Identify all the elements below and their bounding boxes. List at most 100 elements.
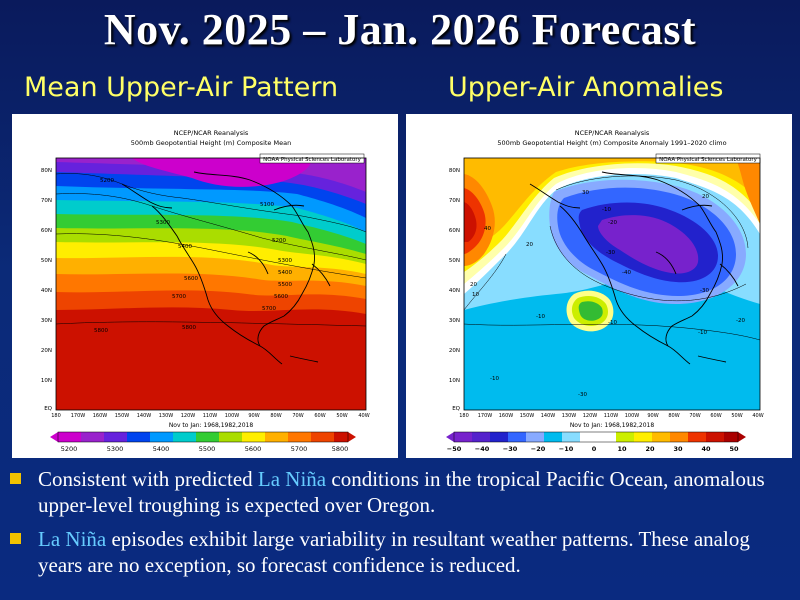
svg-text:40N: 40N <box>449 288 460 294</box>
svg-text:60N: 60N <box>41 228 52 234</box>
svg-text:140W: 140W <box>137 413 152 419</box>
svg-text:−30: −30 <box>503 445 518 453</box>
svg-text:40W: 40W <box>752 413 763 419</box>
coastline <box>121 171 331 365</box>
svg-text:-20: -20 <box>608 220 617 226</box>
svg-text:30N: 30N <box>449 318 460 324</box>
svg-text:−50: −50 <box>447 445 462 453</box>
lab-label: NOAA Physical Sciences Laboratory <box>263 157 362 163</box>
svg-text:110W: 110W <box>203 413 218 419</box>
map-footer: Nov to Jan: 1968,1982,2018 <box>169 422 254 429</box>
svg-text:5100: 5100 <box>260 202 274 208</box>
svg-text:5600: 5600 <box>274 294 288 300</box>
bullet-text: Consistent with predicted <box>38 467 258 491</box>
svg-text:5600: 5600 <box>184 276 198 282</box>
svg-text:−20: −20 <box>531 445 546 453</box>
svg-text:5400: 5400 <box>153 445 170 453</box>
svg-text:-20: -20 <box>736 318 745 324</box>
longitude-labels: 180 170W 160W 150W 140W 130W 120W 110W 1… <box>459 413 763 419</box>
svg-text:5700: 5700 <box>291 445 308 453</box>
svg-text:5700: 5700 <box>262 306 276 312</box>
svg-text:EQ: EQ <box>44 406 52 412</box>
svg-text:−40: −40 <box>475 445 490 453</box>
svg-text:20: 20 <box>645 445 655 453</box>
svg-text:140W: 140W <box>541 413 556 419</box>
anomaly-height-map: NCEP/NCAR Reanalysis 500mb Geopotential … <box>406 114 792 458</box>
la-nina-highlight: La Niña <box>38 527 107 551</box>
svg-text:90W: 90W <box>248 413 259 419</box>
svg-text:120W: 120W <box>181 413 196 419</box>
svg-text:60W: 60W <box>314 413 325 419</box>
svg-text:5500: 5500 <box>278 282 292 288</box>
coastline <box>529 171 739 365</box>
svg-text:-40: -40 <box>622 270 631 276</box>
contour-labels: 30 20 -10 -20 -30 -40 -30 -20 -10 20 10 … <box>470 190 745 398</box>
svg-text:50: 50 <box>729 445 739 453</box>
svg-text:5600: 5600 <box>245 445 262 453</box>
svg-text:180: 180 <box>459 413 469 419</box>
svg-text:40N: 40N <box>41 288 52 294</box>
svg-text:50N: 50N <box>41 258 52 264</box>
svg-text:180: 180 <box>51 413 61 419</box>
svg-text:10N: 10N <box>41 378 52 384</box>
svg-text:10: 10 <box>617 445 627 453</box>
svg-text:10: 10 <box>472 292 479 298</box>
svg-text:-10: -10 <box>490 376 499 382</box>
svg-text:10N: 10N <box>449 378 460 384</box>
latitude-labels: 80N 70N 60N 50N 40N 30N 20N 10N EQ <box>449 168 461 412</box>
svg-text:60W: 60W <box>710 413 721 419</box>
svg-text:80W: 80W <box>270 413 281 419</box>
svg-text:5300: 5300 <box>278 258 292 264</box>
svg-text:5200: 5200 <box>272 238 286 244</box>
svg-text:-10: -10 <box>536 314 545 320</box>
svg-text:-10: -10 <box>602 207 611 213</box>
svg-text:5400: 5400 <box>278 270 292 276</box>
svg-text:-30: -30 <box>700 288 709 294</box>
svg-text:130W: 130W <box>562 413 577 419</box>
height-color-bands <box>56 158 366 410</box>
svg-text:150W: 150W <box>520 413 535 419</box>
svg-text:20: 20 <box>470 282 477 288</box>
svg-text:5800: 5800 <box>182 325 196 331</box>
map-footer: Nov to Jan: 1968,1982,2018 <box>570 422 655 429</box>
svg-text:30: 30 <box>673 445 683 453</box>
svg-text:5400: 5400 <box>178 244 192 250</box>
svg-text:-10: -10 <box>608 320 617 326</box>
svg-text:20N: 20N <box>449 348 460 354</box>
map-header-line1: NCEP/NCAR Reanalysis <box>575 129 650 137</box>
svg-text:5300: 5300 <box>107 445 124 453</box>
svg-text:120W: 120W <box>583 413 598 419</box>
svg-text:90W: 90W <box>647 413 658 419</box>
svg-text:30N: 30N <box>41 318 52 324</box>
svg-text:5200: 5200 <box>100 178 114 184</box>
svg-text:100W: 100W <box>225 413 240 419</box>
la-nina-highlight: La Niña <box>257 467 327 491</box>
svg-text:70W: 70W <box>689 413 700 419</box>
svg-text:160W: 160W <box>93 413 108 419</box>
svg-text:80N: 80N <box>41 168 52 174</box>
svg-text:5800: 5800 <box>94 328 108 334</box>
map-header-line1: NCEP/NCAR Reanalysis <box>174 129 249 137</box>
map-header-line2: 500mb Geopotential Height (m) Composite … <box>497 139 726 147</box>
svg-text:80W: 80W <box>668 413 679 419</box>
anomaly-color-bands <box>464 158 760 410</box>
slide-title: Nov. 2025 – Jan. 2026 Forecast <box>103 5 697 54</box>
colorbar-labels: 5200 5300 5400 5500 5600 5700 5800 <box>61 445 349 453</box>
svg-text:160W: 160W <box>499 413 514 419</box>
lab-label: NOAA Physical Sciences Laboratory <box>659 157 758 163</box>
svg-text:−10: −10 <box>559 445 574 453</box>
bullet-text-continued: conditions in the tropical Pacific Ocean… <box>38 467 765 517</box>
svg-text:50W: 50W <box>731 413 742 419</box>
svg-text:-30: -30 <box>578 392 587 398</box>
svg-text:20N: 20N <box>41 348 52 354</box>
right-map-heading: Upper-Air Anomalies <box>448 72 724 103</box>
bullet-square-icon <box>10 473 21 484</box>
svg-text:40: 40 <box>484 226 491 232</box>
svg-text:5500: 5500 <box>199 445 216 453</box>
svg-text:5800: 5800 <box>332 445 349 453</box>
svg-text:50N: 50N <box>449 258 460 264</box>
svg-text:170W: 170W <box>71 413 86 419</box>
bullet-list: Consistent with predicted La Niña condit… <box>10 466 790 586</box>
svg-text:170W: 170W <box>478 413 493 419</box>
svg-text:5200: 5200 <box>61 445 78 453</box>
